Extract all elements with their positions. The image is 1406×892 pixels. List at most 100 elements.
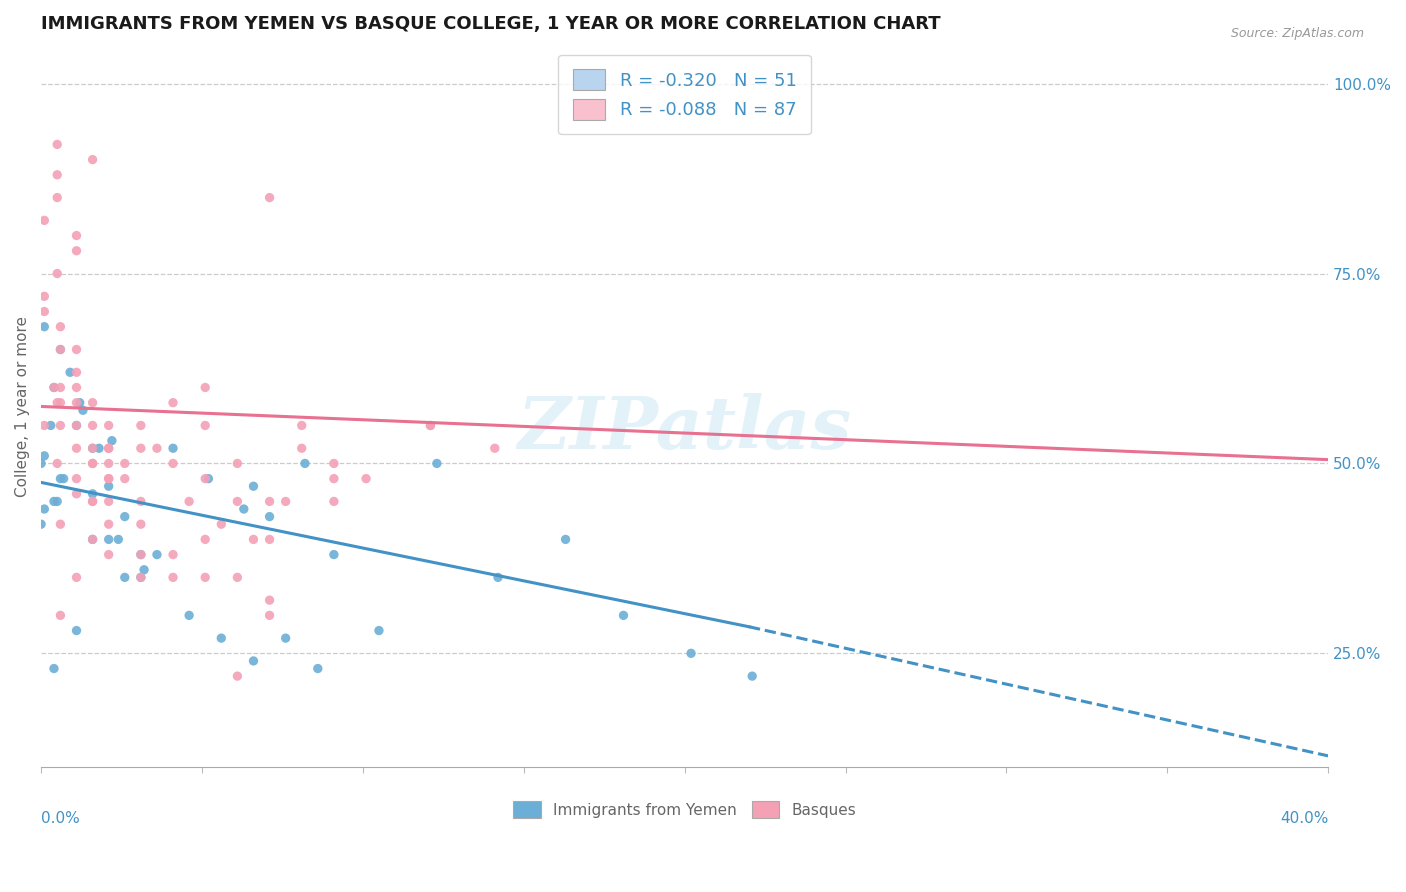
Point: [114, 472, 136, 486]
Y-axis label: College, 1 year or more: College, 1 year or more: [15, 316, 30, 497]
Point: [242, 479, 264, 493]
Point: [259, 533, 281, 547]
Point: [612, 608, 634, 623]
Point: [242, 533, 264, 547]
Point: [59, 365, 82, 379]
Point: [554, 533, 576, 547]
Point: [209, 631, 232, 645]
Point: [197, 472, 219, 486]
Point: [291, 442, 314, 456]
Point: [82, 418, 104, 433]
Text: 0.0%: 0.0%: [41, 811, 80, 826]
Point: [49, 343, 72, 357]
Point: [97, 418, 120, 433]
Point: [146, 442, 169, 456]
Point: [46, 395, 69, 409]
Point: [162, 457, 184, 471]
Point: [34, 304, 56, 318]
Point: [42, 380, 65, 394]
Point: [291, 418, 314, 433]
Point: [194, 472, 217, 486]
Point: [49, 517, 72, 532]
Point: [162, 548, 184, 562]
Point: [52, 472, 75, 486]
Point: [82, 494, 104, 508]
Point: [97, 457, 120, 471]
Point: [194, 380, 217, 394]
Point: [114, 509, 136, 524]
Point: [97, 479, 120, 493]
Point: [30, 457, 52, 471]
Point: [419, 418, 441, 433]
Point: [34, 502, 56, 516]
Point: [97, 517, 120, 532]
Point: [226, 494, 249, 508]
Point: [82, 395, 104, 409]
Point: [65, 380, 87, 394]
Point: [72, 403, 94, 417]
Point: [42, 380, 65, 394]
Point: [65, 244, 87, 258]
Point: [49, 418, 72, 433]
Point: [65, 487, 87, 501]
Point: [274, 494, 297, 508]
Point: [49, 380, 72, 394]
Point: [46, 267, 69, 281]
Point: [162, 395, 184, 409]
Point: [194, 533, 217, 547]
Point: [49, 472, 72, 486]
Point: [486, 570, 509, 584]
Point: [294, 457, 316, 471]
Point: [179, 494, 201, 508]
Point: [129, 517, 152, 532]
Point: [65, 624, 87, 638]
Point: [65, 395, 87, 409]
Point: [34, 418, 56, 433]
Point: [194, 570, 217, 584]
Point: [46, 457, 69, 471]
Point: [322, 548, 344, 562]
Point: [46, 494, 69, 508]
Point: [39, 418, 62, 433]
Point: [129, 418, 152, 433]
Point: [354, 472, 377, 486]
Point: [681, 646, 703, 660]
Point: [82, 487, 104, 501]
Point: [129, 570, 152, 584]
Point: [49, 395, 72, 409]
Point: [259, 494, 281, 508]
Point: [129, 548, 152, 562]
Point: [226, 570, 249, 584]
Point: [49, 319, 72, 334]
Point: [741, 669, 763, 683]
Point: [34, 289, 56, 303]
Point: [194, 418, 217, 433]
Point: [97, 472, 120, 486]
Point: [97, 533, 120, 547]
Point: [259, 608, 281, 623]
Point: [132, 563, 155, 577]
Point: [226, 457, 249, 471]
Point: [179, 608, 201, 623]
Text: 40.0%: 40.0%: [1279, 811, 1329, 826]
Point: [426, 457, 449, 471]
Point: [42, 661, 65, 675]
Point: [97, 548, 120, 562]
Point: [259, 509, 281, 524]
Point: [87, 442, 110, 456]
Point: [65, 442, 87, 456]
Point: [49, 343, 72, 357]
Point: [114, 457, 136, 471]
Point: [65, 418, 87, 433]
Point: [65, 343, 87, 357]
Point: [242, 654, 264, 668]
Point: [209, 517, 232, 532]
Point: [82, 442, 104, 456]
Point: [82, 533, 104, 547]
Point: [65, 365, 87, 379]
Point: [274, 631, 297, 645]
Point: [82, 457, 104, 471]
Point: [129, 548, 152, 562]
Point: [162, 442, 184, 456]
Point: [46, 191, 69, 205]
